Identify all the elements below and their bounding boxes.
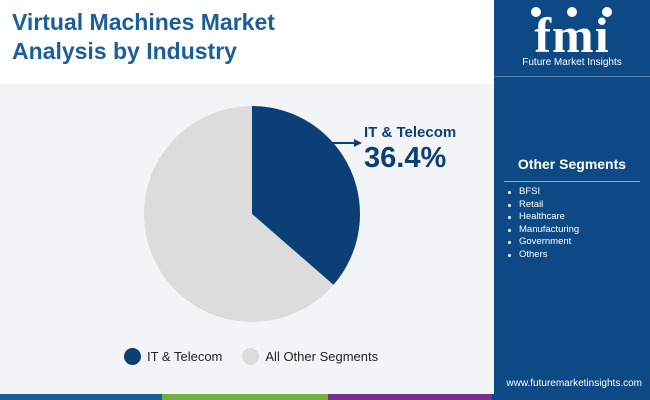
other-segments-title: Other Segments: [517, 156, 627, 172]
legend-label-other-segments: All Other Segments: [265, 349, 379, 364]
title-area: Virtual Machines Market Analysis by Indu…: [0, 0, 494, 84]
callout-value: 36.4%: [364, 142, 447, 174]
segment-item-retail: Retail: [506, 199, 579, 212]
page-title-line-2: Analysis by Industry: [12, 38, 237, 64]
bottom-bar-segment: [162, 394, 328, 400]
pie-slice-other-segments: [144, 106, 334, 322]
fmi-logo-icon: fmi: [531, 7, 612, 58]
chart-legend: IT & Telecom All Other Segments: [124, 348, 398, 365]
segments-divider: [504, 181, 640, 182]
callout-arrow-head: [354, 139, 362, 147]
pie-chart: [144, 106, 362, 322]
segment-item-government: Government: [506, 236, 579, 249]
segment-item-healthcare: Healthcare: [506, 211, 579, 224]
brand-logo: fmi Future Market Insights: [494, 0, 650, 77]
legend-item-it-telecom: IT & Telecom: [124, 348, 222, 365]
segment-item-bfsi: BFSI: [506, 186, 579, 199]
legend-swatch-it-telecom: [124, 348, 141, 365]
segment-item-manufacturing: Manufacturing: [506, 224, 579, 237]
bottom-bar-segment: [492, 394, 650, 400]
bottom-bar-segment: [0, 394, 162, 400]
segment-item-others: Others: [506, 249, 579, 262]
callout-label: IT & Telecom: [364, 124, 457, 141]
bottom-color-bar: [0, 394, 650, 400]
page-title-line-1: Virtual Machines Market: [12, 9, 275, 35]
legend-label-it-telecom: IT & Telecom: [147, 349, 223, 364]
legend-item-other-segments: All Other Segments: [242, 348, 378, 365]
sidebar: fmi Future Market Insights Other Segment…: [494, 0, 650, 394]
legend-swatch-other-segments: [242, 348, 260, 365]
bottom-bar-segment: [328, 394, 492, 400]
pie-slice-it-telecom: [252, 106, 360, 285]
page-title: Virtual Machines Market Analysis by Indu…: [12, 8, 275, 66]
brand-subtitle: Future Market Insights: [522, 57, 622, 68]
website-link[interactable]: www.futuremarketinsights.com: [506, 378, 642, 389]
segments-list: BFSI Retail Healthcare Manufacturing Gov…: [506, 186, 579, 262]
